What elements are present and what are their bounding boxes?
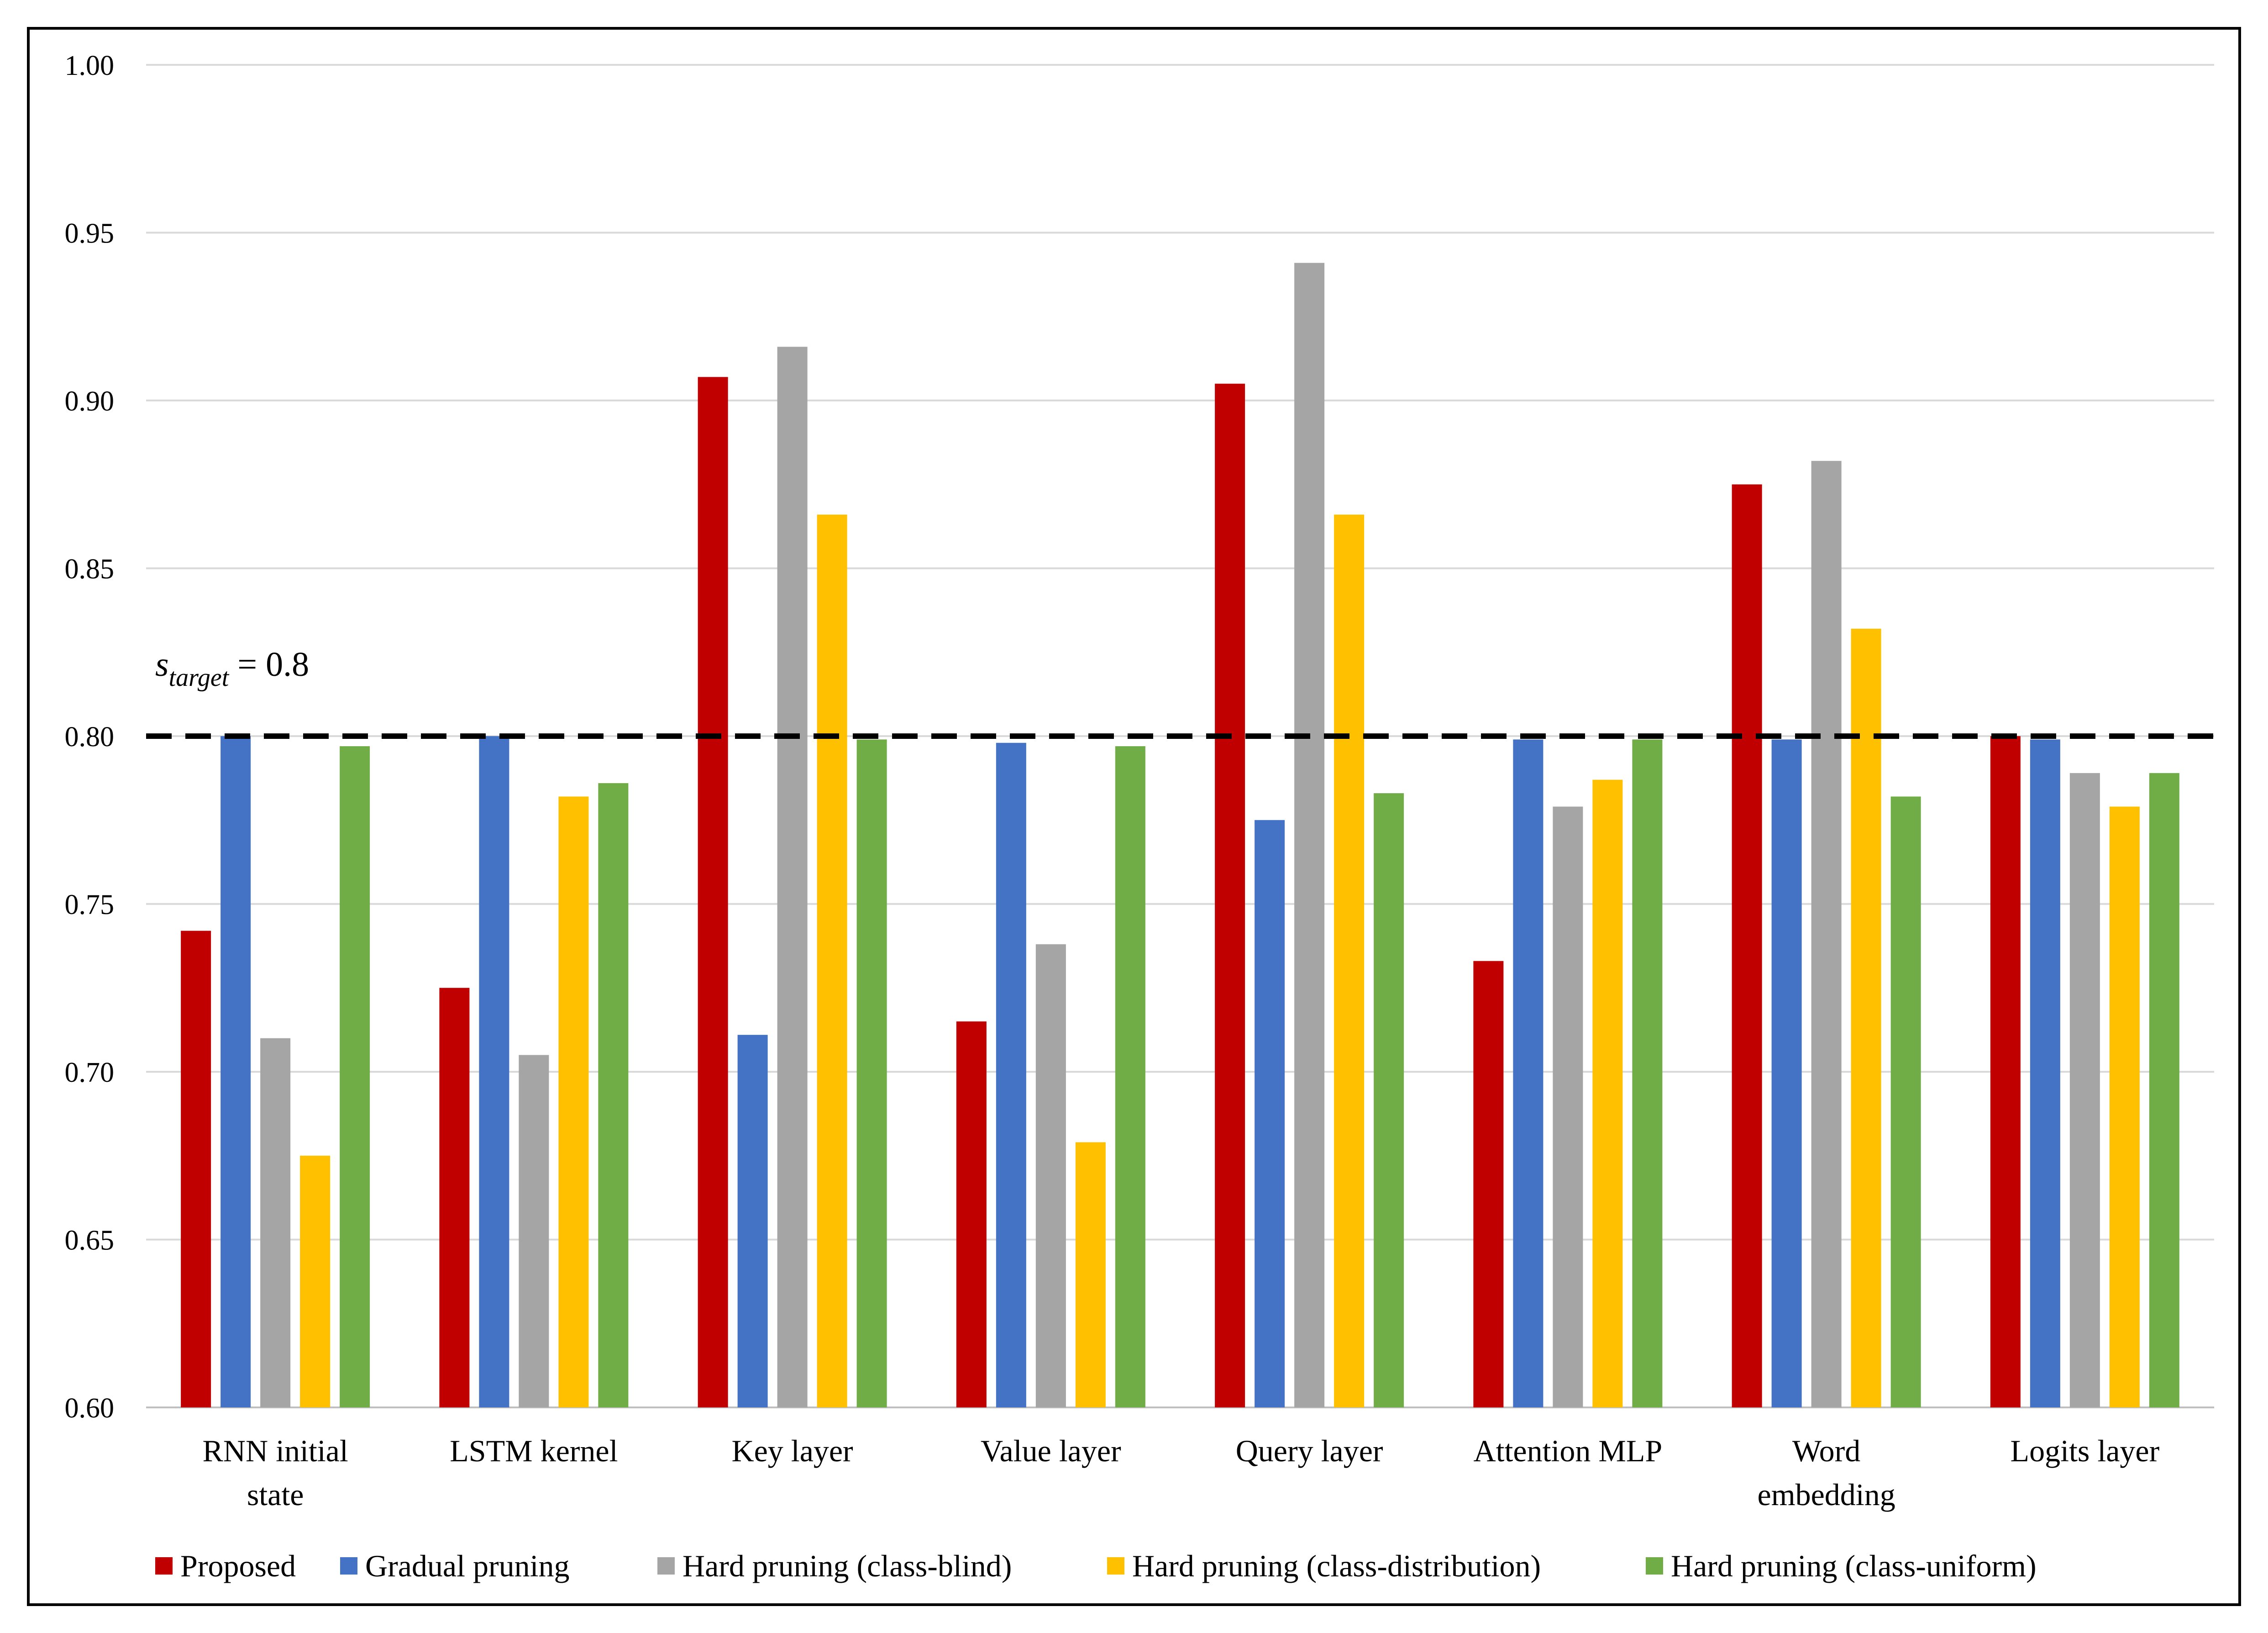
legend-swatch [657,1557,675,1575]
bar-proposed-2 [698,377,728,1407]
x-category-label: Query layer [1236,1433,1383,1468]
bar-proposed-0 [181,931,211,1407]
x-category-label: RNN initial state [203,1433,348,1512]
legend-label: Gradual pruning [365,1549,570,1583]
legend-item: Hard pruning (class-blind) [657,1549,1012,1583]
x-category-label: Word embedding [1758,1433,1895,1512]
bar-hard-pruning-class-blind-7 [2069,773,2100,1407]
bar-hard-pruning-class-distribution-1 [558,796,589,1407]
bar-gradual-pruning-5 [1513,739,1544,1407]
bar-hard-pruning-class-blind-1 [519,1055,549,1407]
legend-swatch [155,1557,173,1575]
bar-gradual-pruning-4 [1255,820,1285,1407]
bar-hard-pruning-class-blind-2 [777,347,808,1408]
legend-label: Hard pruning (class-uniform) [1671,1549,2037,1583]
y-tick-label: 0.70 [65,1057,115,1088]
legend-item: Hard pruning (class-uniform) [1646,1549,2037,1583]
y-tick-label: 0.65 [65,1225,115,1256]
bar-hard-pruning-class-distribution-3 [1075,1142,1106,1407]
x-axis: RNN initial state LSTM kernel Key layer Valu… [203,1433,2160,1512]
legend-label: Proposed [180,1549,296,1583]
legend-swatch [340,1557,357,1575]
legend-label: Hard pruning (class-blind) [682,1549,1012,1583]
bar-proposed-7 [1990,736,2021,1407]
bar-hard-pruning-class-blind-3 [1035,944,1066,1407]
bar-hard-pruning-class-uniform-1 [598,783,629,1407]
bar-hard-pruning-class-uniform-6 [1890,796,1921,1407]
bar-gradual-pruning-3 [996,743,1026,1407]
bar-hard-pruning-class-distribution-5 [1592,780,1623,1407]
legend-item: Hard pruning (class-distribution) [1107,1549,1541,1583]
y-tick-label: 0.60 [65,1393,115,1424]
legend-label: Hard pruning (class-distribution) [1132,1549,1541,1583]
y-tick-label: 0.95 [65,218,115,249]
bar-gradual-pruning-0 [220,736,251,1407]
bar-hard-pruning-class-uniform-0 [340,746,370,1407]
y-axis-ticks: 0.60 0.65 0.70 0.75 0.80 0.85 0.90 0.95 1.00 [65,50,115,1424]
target-line-label: starget = 0.8 [155,645,309,692]
bar-gradual-pruning-2 [737,1035,768,1407]
x-category-label: Attention MLP [1474,1433,1663,1468]
x-category-label: Value layer [981,1433,1121,1468]
legend-swatch [1646,1557,1663,1575]
legend-swatch [1107,1557,1124,1575]
bar-hard-pruning-class-blind-4 [1294,263,1325,1408]
legend-item: Proposed [155,1549,296,1583]
bar-hard-pruning-class-distribution-2 [817,514,847,1407]
bar-proposed-6 [1732,484,1762,1407]
y-tick-label: 1.00 [65,50,115,81]
legend: Proposed Gradual pruning Hard pruning (cla… [155,1549,2037,1583]
bar-hard-pruning-class-uniform-3 [1115,746,1145,1407]
bar-proposed-4 [1215,384,1245,1407]
x-category-label: LSTM kernel [450,1433,618,1468]
y-tick-label: 0.80 [65,722,115,753]
bar-proposed-3 [956,1021,987,1407]
bar-gradual-pruning-7 [2030,739,2060,1407]
x-category-label: Logits layer [2011,1433,2160,1468]
bar-hard-pruning-class-blind-5 [1553,806,1583,1407]
bar-gradual-pruning-1 [479,736,509,1407]
bar-hard-pruning-class-distribution-6 [1851,628,1881,1407]
y-tick-label: 0.90 [65,386,115,417]
bar-hard-pruning-class-uniform-4 [1374,793,1404,1407]
y-tick-label: 0.85 [65,554,115,585]
x-category-label: Key layer [732,1433,854,1468]
legend-item: Gradual pruning [340,1549,570,1583]
bar-hard-pruning-class-uniform-7 [2149,773,2179,1407]
bar-hard-pruning-class-distribution-7 [2109,806,2140,1407]
bar-proposed-5 [1473,961,1504,1407]
bars [181,263,2179,1408]
target-line: starget = 0.8 [146,645,2214,739]
bar-gradual-pruning-6 [1771,739,1802,1407]
bar-hard-pruning-class-distribution-0 [300,1155,331,1407]
bar-hard-pruning-class-uniform-2 [856,739,887,1407]
bar-hard-pruning-class-blind-6 [1811,461,1842,1407]
y-tick-label: 0.75 [65,890,115,921]
bar-proposed-1 [439,988,470,1407]
bar-hard-pruning-class-blind-0 [260,1038,291,1407]
bar-hard-pruning-class-uniform-5 [1632,739,1663,1407]
bar-hard-pruning-class-distribution-4 [1334,514,1365,1407]
